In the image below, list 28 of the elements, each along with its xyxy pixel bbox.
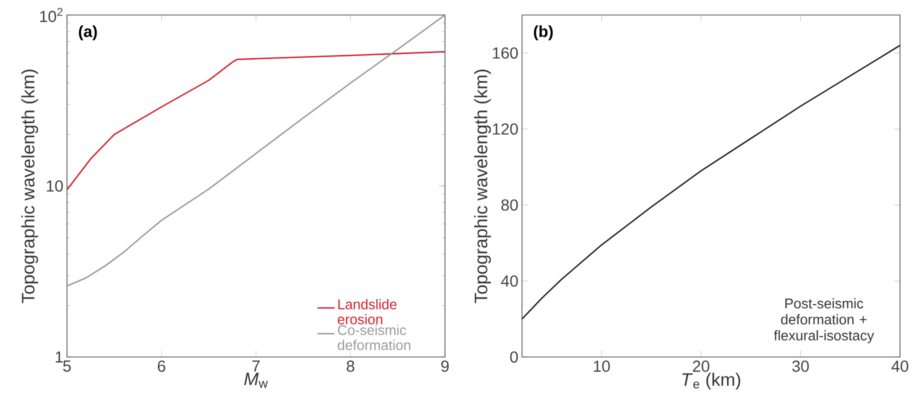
y-axis-title: Topographic wavelength (km) [474,70,491,304]
text: (a) [78,25,97,40]
text: (b) [534,25,553,40]
x-tick-label: 6 [158,360,166,372]
x-tick-label: 7 [252,360,260,372]
y-tick-label: 10$^{2}$ [40,8,62,22]
y-tick-label: 0 [510,351,518,363]
x-tick-label: 10 [594,360,610,372]
x-tick-label: 20 [692,360,710,372]
y-tick-label: 80 [501,199,518,211]
y-axis-title: Topographic wavelength (km) [21,70,38,304]
x-tick-label: 9 [441,360,449,372]
line-series [67,51,445,191]
x-tick-label: 5 [63,360,71,372]
annotation: Post-seismic deformation + flexural-isostacy [774,298,874,344]
x-tick-label: 40 [891,360,908,372]
y-tick-label: 160 [493,47,518,59]
line-series [67,14,445,287]
x-tick-label: 8 [346,360,354,372]
y-tick-label: 1 [56,351,63,363]
x-tick-label: 30 [792,360,809,372]
x-axis-title: M$_{w}$ [244,372,268,388]
legend-label: Landslide erosion [338,299,397,324]
x-axis-title: T$_{e}$ (km) [682,372,740,390]
y-tick-label: 40 [501,275,518,287]
y-tick-label: 120 [493,123,518,135]
y-tick-label: 10 [46,180,63,192]
legend-label: Co-seismic deformation [338,324,410,350]
